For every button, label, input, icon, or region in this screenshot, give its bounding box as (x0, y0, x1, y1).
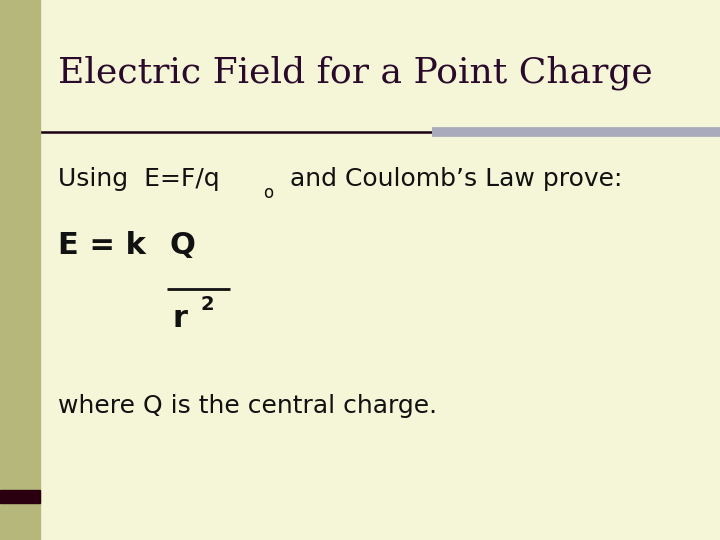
Text: E = k: E = k (58, 231, 145, 260)
Bar (0, 0, 40, 540)
Text: 2: 2 (200, 295, 214, 314)
Text: Electric Field for a Point Charge: Electric Field for a Point Charge (58, 56, 652, 90)
Text: o: o (263, 184, 273, 202)
Text: Q: Q (169, 231, 195, 260)
Bar (0, 490, 40, 503)
Text: r: r (173, 303, 188, 333)
Text: Using  E=F/q: Using E=F/q (58, 167, 219, 191)
Text: where Q is the central charge.: where Q is the central charge. (58, 394, 437, 418)
Text: and Coulomb’s Law prove:: and Coulomb’s Law prove: (274, 167, 623, 191)
